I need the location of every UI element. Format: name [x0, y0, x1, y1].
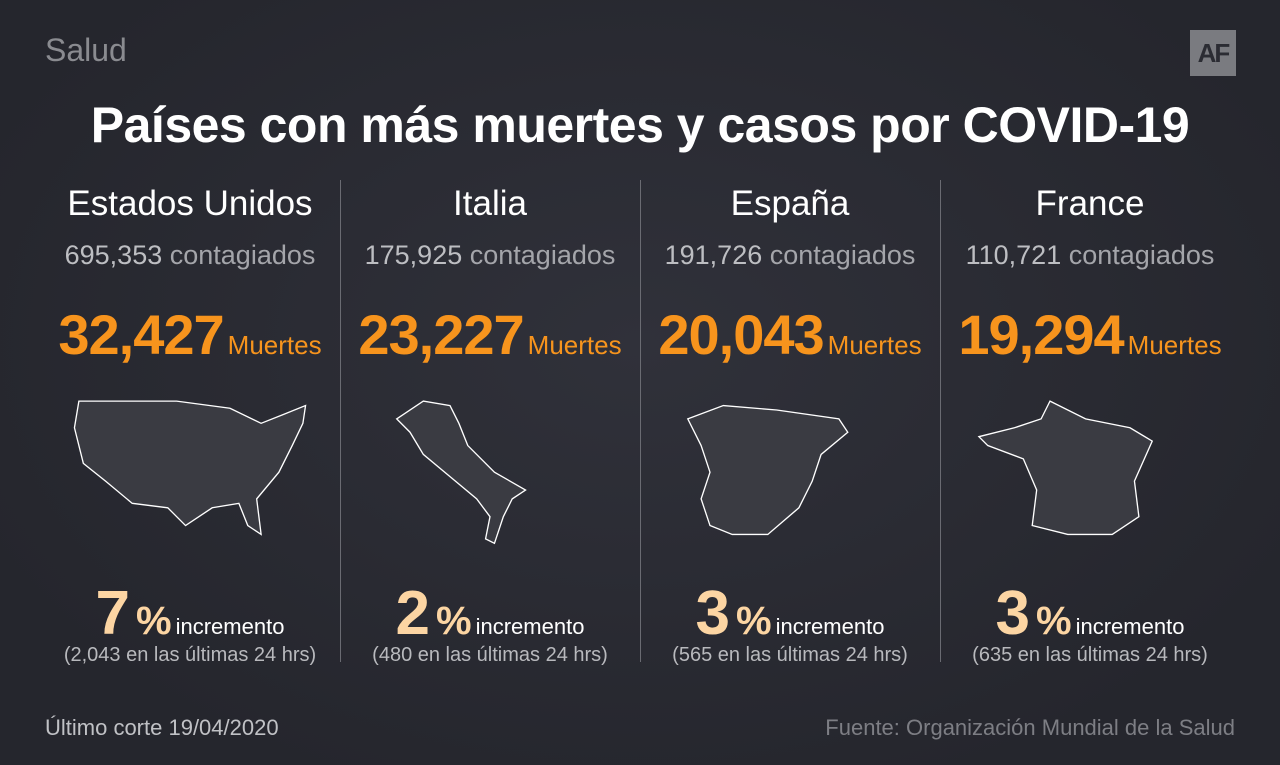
country-column: Italia 175,925 contagiados 23,227 Muertes 2%…	[340, 180, 640, 670]
increase: 3% incremento	[640, 578, 940, 649]
source: Fuente: Organización Mundial de la Salud	[825, 715, 1235, 740]
increase-label: incremento	[475, 614, 585, 639]
country-column: Estados Unidos 695,353 contagiados 32,427 M…	[40, 180, 340, 670]
cases-number: 191,726	[664, 240, 763, 270]
increase-sign: %	[136, 599, 172, 643]
cases-label: contagiados	[769, 240, 916, 270]
increase-detail: (565 en las últimas 24 hrs)	[672, 644, 908, 666]
deaths-label: Muertes	[227, 330, 322, 360]
country-column: France 110,721 contagiados 19,294 Muertes 3%…	[940, 180, 1240, 670]
increase: 2% incremento	[340, 578, 640, 649]
country-map	[395, 400, 527, 545]
increase-label: incremento	[775, 614, 885, 639]
map-shape	[686, 404, 849, 536]
cases-label: contagiados	[1068, 240, 1215, 270]
cases: 110,721 contagiados	[940, 240, 1240, 271]
map-shape	[977, 400, 1154, 536]
increase: 3% incremento	[940, 578, 1240, 649]
deaths-label: Muertes	[527, 330, 622, 360]
increase-number: 7	[95, 579, 131, 648]
increase-sign: %	[436, 599, 472, 643]
deaths-label: Muertes	[827, 330, 922, 360]
increase-number: 2	[395, 579, 431, 648]
increase-sign: %	[736, 599, 772, 643]
cases-number: 175,925	[364, 240, 463, 270]
deaths: 19,294 Muertes	[940, 302, 1240, 367]
increase-detail: (480 en las últimas 24 hrs)	[372, 644, 608, 666]
deaths-number: 20,043	[658, 303, 824, 366]
country-name: France	[1035, 184, 1145, 223]
country-map	[686, 404, 849, 536]
country-name: Italia	[453, 184, 527, 223]
map-shape	[395, 400, 527, 545]
map-shape	[73, 400, 307, 536]
increase: 7% incremento	[40, 578, 340, 649]
cases: 175,925 contagiados	[340, 240, 640, 271]
title: Países con más muertes y casos por COVID…	[90, 97, 1190, 153]
separator	[940, 180, 941, 662]
cutoff-date: Último corte 19/04/2020	[45, 715, 279, 740]
section-label: Salud	[45, 32, 127, 68]
cases-number: 695,353	[64, 240, 163, 270]
deaths: 32,427 Muertes	[40, 302, 340, 367]
deaths-number: 19,294	[958, 303, 1124, 366]
increase-sign: %	[1036, 599, 1072, 643]
deaths-number: 32,427	[58, 303, 224, 366]
country-name: España	[730, 184, 850, 223]
cases-label: contagiados	[469, 240, 616, 270]
increase-number: 3	[995, 579, 1031, 648]
cases: 695,353 contagiados	[40, 240, 340, 271]
deaths-label: Muertes	[1127, 330, 1222, 360]
cases: 191,726 contagiados	[640, 240, 940, 271]
increase-detail: (635 en las últimas 24 hrs)	[972, 644, 1208, 666]
country-map	[73, 400, 307, 536]
increase-label: incremento	[175, 614, 285, 639]
increase-label: incremento	[1075, 614, 1185, 639]
cases-label: contagiados	[169, 240, 316, 270]
separator	[640, 180, 641, 662]
country-map	[977, 400, 1154, 536]
increase-detail: (2,043 en las últimas 24 hrs)	[63, 644, 317, 666]
country-column: España 191,726 contagiados 20,043 Muertes 3%…	[640, 180, 940, 670]
country-name: Estados Unidos	[67, 184, 313, 223]
increase-number: 3	[695, 579, 731, 648]
deaths: 23,227 Muertes	[340, 302, 640, 367]
deaths: 20,043 Muertes	[640, 302, 940, 367]
deaths-number: 23,227	[358, 303, 524, 366]
cases-number: 110,721	[965, 240, 1062, 270]
logo: AF	[1190, 30, 1236, 76]
separator	[340, 180, 341, 662]
